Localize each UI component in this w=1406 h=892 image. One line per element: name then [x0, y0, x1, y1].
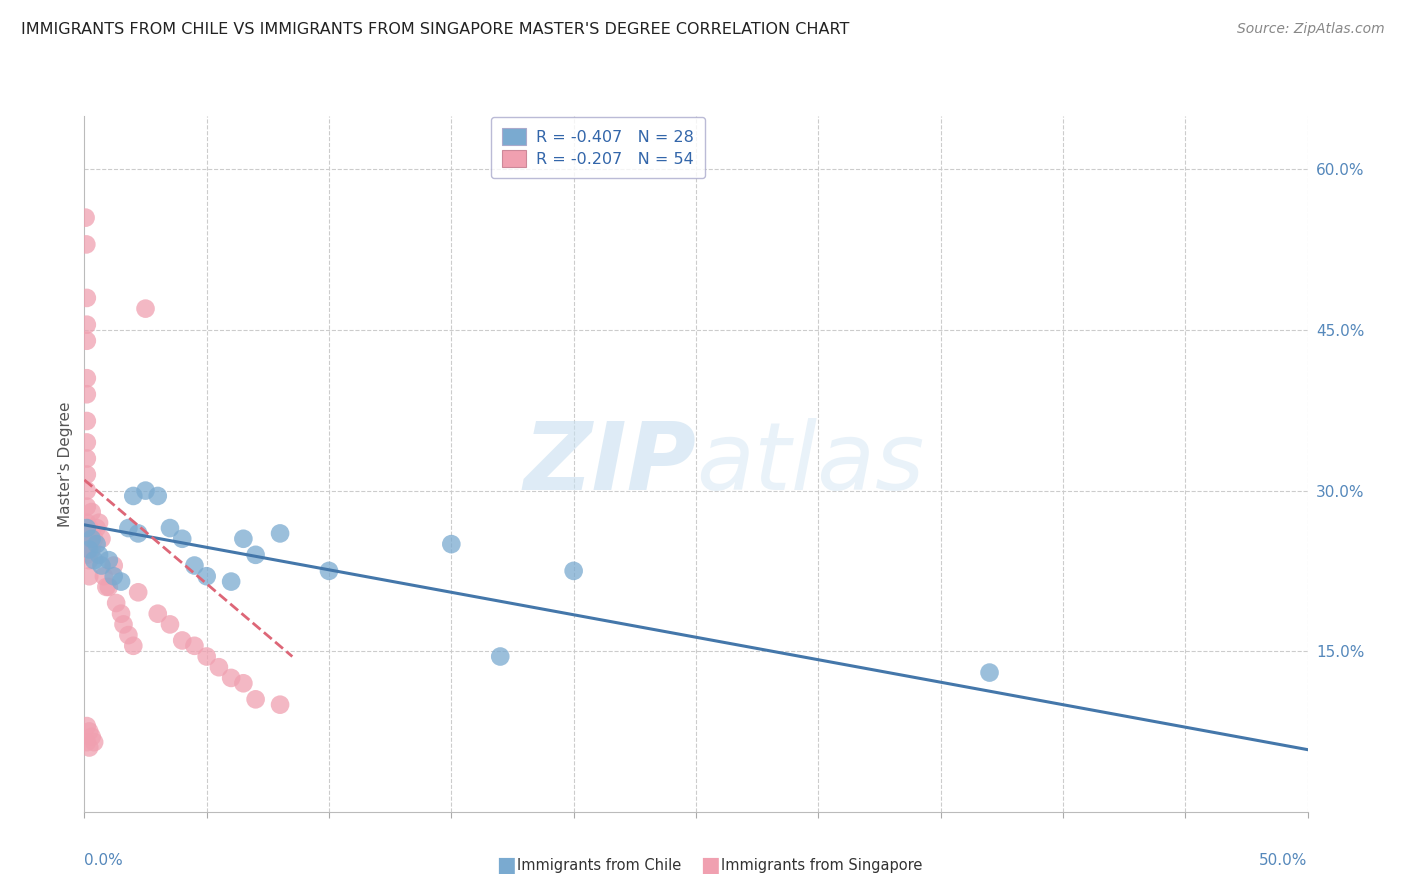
- Point: [87, 516, 110, 530]
- Point: [159, 521, 181, 535]
- Point: [86, 537, 108, 551]
- Point: [76, 318, 98, 332]
- Point: [75, 237, 97, 252]
- Point: [80, 526, 103, 541]
- Point: [269, 526, 291, 541]
- Point: [90, 532, 112, 546]
- Point: [440, 537, 463, 551]
- Point: [127, 585, 149, 599]
- Text: ■: ■: [496, 855, 516, 875]
- Point: [76, 435, 98, 450]
- Text: atlas: atlas: [696, 418, 924, 509]
- Point: [110, 607, 132, 621]
- Point: [77, 537, 100, 551]
- Point: [77, 542, 100, 557]
- Point: [76, 500, 98, 514]
- Point: [183, 558, 205, 573]
- Point: [117, 521, 139, 535]
- Point: [77, 521, 100, 535]
- Text: IMMIGRANTS FROM CHILE VS IMMIGRANTS FROM SINGAPORE MASTER'S DEGREE CORRELATION C: IMMIGRANTS FROM CHILE VS IMMIGRANTS FROM…: [21, 22, 849, 37]
- Point: [76, 735, 98, 749]
- Point: [105, 596, 128, 610]
- Point: [318, 564, 340, 578]
- Point: [76, 483, 98, 498]
- Point: [159, 617, 181, 632]
- Point: [146, 489, 169, 503]
- Y-axis label: Master's Degree: Master's Degree: [58, 401, 73, 526]
- Legend: R = -0.407   N = 28, R = -0.207   N = 54: R = -0.407 N = 28, R = -0.207 N = 54: [491, 117, 704, 178]
- Point: [195, 649, 218, 664]
- Point: [219, 574, 242, 589]
- Point: [75, 211, 97, 225]
- Text: ZIP: ZIP: [523, 417, 696, 510]
- Point: [83, 532, 105, 546]
- Point: [90, 558, 112, 573]
- Point: [76, 521, 98, 535]
- Point: [76, 516, 98, 530]
- Point: [979, 665, 1001, 680]
- Point: [86, 521, 108, 535]
- Point: [97, 553, 120, 567]
- Point: [110, 574, 132, 589]
- Point: [208, 660, 231, 674]
- Point: [146, 607, 169, 621]
- Text: 50.0%: 50.0%: [1260, 854, 1308, 869]
- Point: [103, 569, 125, 583]
- Point: [76, 719, 98, 733]
- Point: [76, 532, 98, 546]
- Point: [80, 532, 103, 546]
- Point: [172, 633, 194, 648]
- Point: [93, 569, 115, 583]
- Point: [117, 628, 139, 642]
- Point: [80, 730, 103, 744]
- Point: [232, 676, 254, 690]
- Point: [76, 414, 98, 428]
- Point: [489, 649, 512, 664]
- Point: [103, 558, 125, 573]
- Point: [76, 387, 98, 401]
- Point: [245, 548, 267, 562]
- Point: [80, 505, 103, 519]
- Point: [97, 580, 120, 594]
- Point: [76, 467, 98, 482]
- Text: Source: ZipAtlas.com: Source: ZipAtlas.com: [1237, 22, 1385, 37]
- Point: [172, 532, 194, 546]
- Point: [183, 639, 205, 653]
- Point: [96, 580, 118, 594]
- Point: [83, 735, 105, 749]
- Point: [76, 451, 98, 466]
- Point: [87, 548, 110, 562]
- Point: [219, 671, 242, 685]
- Point: [195, 569, 218, 583]
- Point: [77, 553, 100, 567]
- Point: [269, 698, 291, 712]
- Point: [135, 483, 157, 498]
- Point: [232, 532, 254, 546]
- Point: [122, 489, 145, 503]
- Point: [122, 639, 145, 653]
- Point: [76, 334, 98, 348]
- Point: [83, 553, 105, 567]
- Point: [77, 569, 100, 583]
- Point: [77, 740, 100, 755]
- Text: 0.0%: 0.0%: [84, 854, 124, 869]
- Text: Immigrants from Singapore: Immigrants from Singapore: [721, 858, 922, 872]
- Text: ■: ■: [700, 855, 720, 875]
- Point: [76, 291, 98, 305]
- Point: [76, 548, 98, 562]
- Point: [245, 692, 267, 706]
- Point: [77, 724, 100, 739]
- Point: [562, 564, 585, 578]
- Point: [80, 542, 103, 557]
- Point: [127, 526, 149, 541]
- Point: [135, 301, 157, 316]
- Point: [112, 617, 135, 632]
- Point: [76, 371, 98, 385]
- Text: Immigrants from Chile: Immigrants from Chile: [517, 858, 682, 872]
